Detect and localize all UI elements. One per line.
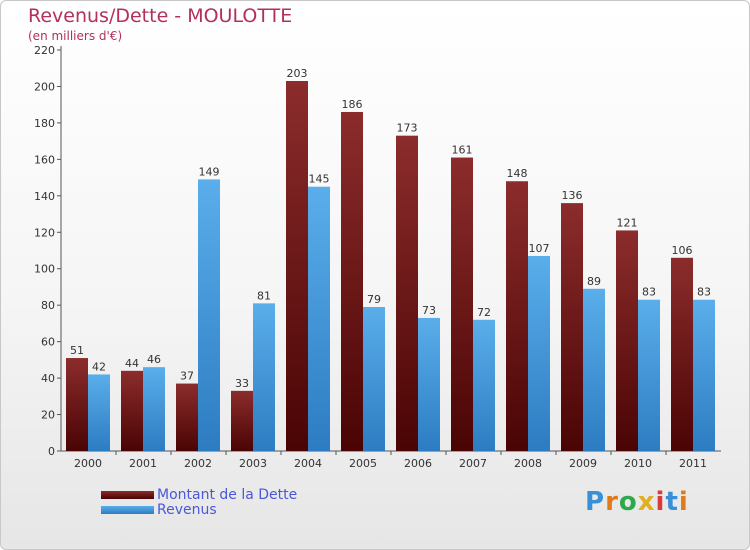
bar-revenus [88,374,110,451]
bar-revenus [198,179,220,451]
legend-item-revenus: Revenus [101,501,297,518]
data-label-dette: 33 [235,377,249,390]
legend-swatch-revenus [101,505,154,514]
data-label-revenus: 42 [92,360,106,373]
axes: 0 20 40 60 80 100 120 140 160 180 200 220 2000 2001 20… [34,44,721,470]
bars: 51 42 44 46 37 149 33 81 203 145 186 79 173 73 161 72 14… [66,67,715,452]
data-label-dette: 173 [397,122,418,135]
bar-dette [671,257,693,451]
data-label-dette: 44 [125,357,139,370]
x-tick-label: 2006 [404,457,432,470]
data-label-revenus: 81 [257,289,271,302]
chart-title: Revenus/Dette - MOULOTTE [28,5,293,27]
data-label-dette: 51 [70,344,84,357]
data-label-revenus: 83 [697,286,711,299]
x-tick-label: 2007 [459,457,487,470]
logo-letter: i [678,487,689,517]
logo-letter: r [605,487,619,517]
proxiti-logo: Proxiti [585,487,689,517]
legend-label-revenus: Revenus [157,501,217,518]
chart-subtitle: (en milliers d'€) [28,29,123,43]
data-label-dette: 136 [562,189,583,202]
bar-dette [341,111,363,452]
x-tick-label: 2000 [74,457,102,470]
bar-dette [286,80,308,452]
bar-revenus [253,303,275,451]
bar-revenus [308,186,330,452]
y-tick-label: 200 [34,80,55,93]
legend: Montant de la Dette Revenus [101,486,298,518]
bar-revenus [473,319,495,451]
bar-revenus [638,299,660,451]
x-tick-label: 2001 [129,457,157,470]
x-tick-label: 2010 [624,457,652,470]
data-label-revenus: 83 [642,286,656,299]
data-label-revenus: 107 [529,242,550,255]
x-tick-label: 2011 [679,457,707,470]
logo-letter: x [637,487,656,517]
logo-letter: o [618,487,638,517]
data-label-dette: 203 [287,67,308,80]
bar-dette [616,230,638,451]
bar-dette [506,181,528,451]
y-tick-label: 180 [34,117,55,130]
data-label-revenus: 46 [147,353,161,366]
legend-swatch-dette [101,490,154,499]
bar-revenus [143,367,165,451]
logo-letter: P [585,487,606,517]
logo-letter: t [665,487,679,517]
data-label-dette: 186 [342,98,363,111]
bar-revenus [418,317,440,451]
y-tick-label: 140 [34,190,55,203]
bar-dette [121,370,143,451]
y-tick-label: 160 [34,153,55,166]
bar-revenus [528,255,550,451]
y-tick-label: 120 [34,226,55,239]
bar-dette [451,157,473,452]
bar-dette [231,390,253,451]
data-label-revenus: 72 [477,306,491,319]
y-tick-label: 60 [41,336,55,349]
data-label-revenus: 149 [199,165,220,178]
y-tick-label: 20 [41,409,55,422]
data-label-dette: 37 [180,370,194,383]
bar-dette [66,358,88,451]
logo-letter: i [655,487,666,517]
data-label-revenus: 79 [367,293,381,306]
y-tick-label: 0 [48,445,55,458]
data-label-revenus: 145 [309,173,330,186]
x-tick-label: 2005 [349,457,377,470]
x-tick-label: 2004 [294,457,322,470]
legend-label-dette: Montant de la Dette [157,486,298,503]
bar-dette [396,135,418,451]
data-label-dette: 161 [452,144,473,157]
data-label-dette: 106 [672,244,693,257]
x-tick-label: 2002 [184,457,212,470]
y-tick-label: 220 [34,44,55,57]
bar-revenus [583,288,605,451]
data-label-dette: 121 [617,216,638,229]
bar-revenus [693,299,715,451]
data-label-dette: 148 [507,167,528,180]
x-tick-label: 2003 [239,457,267,470]
bar-dette [561,203,583,451]
x-tick-label: 2008 [514,457,542,470]
y-tick-label: 80 [41,299,55,312]
y-tick-label: 100 [34,263,55,276]
x-tick-label: 2009 [569,457,597,470]
bar-revenus [363,307,385,451]
data-label-revenus: 89 [587,275,601,288]
data-label-revenus: 73 [422,304,436,317]
legend-item-dette: Montant de la Dette [101,486,298,503]
y-tick-label: 40 [41,372,55,385]
bar-dette [176,383,198,451]
